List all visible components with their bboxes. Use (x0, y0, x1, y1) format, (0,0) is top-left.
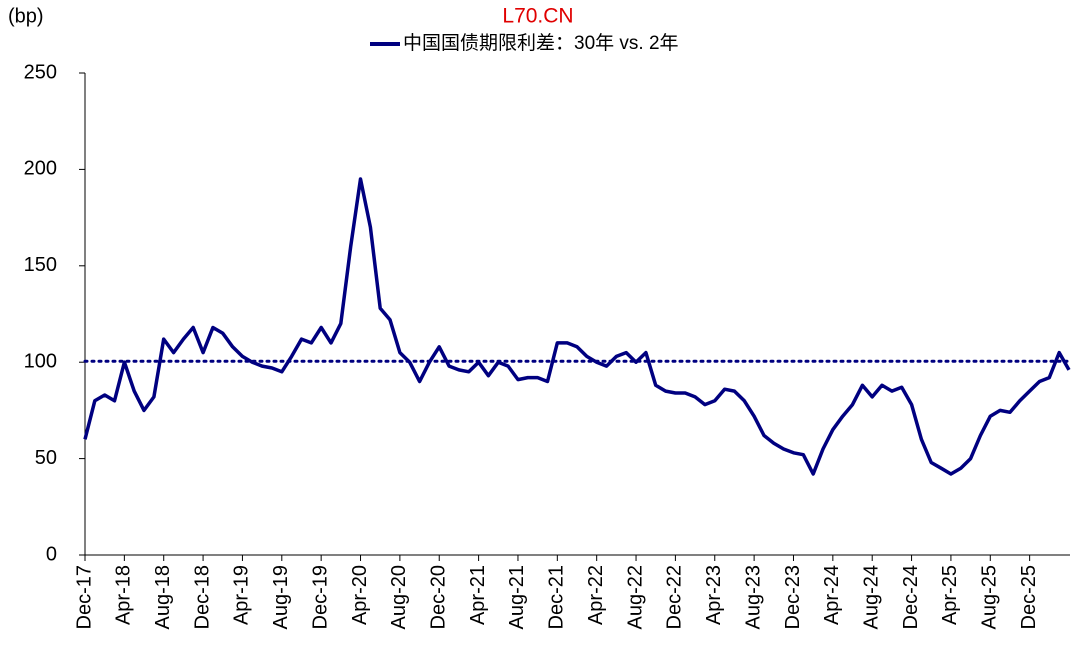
x-tick-label: Apr-18 (113, 565, 135, 625)
y-tick-label: 100 (24, 350, 57, 372)
y-axis-label: (bp) (8, 5, 44, 27)
series-line (83, 177, 1071, 476)
x-tick-label: Dec-21 (546, 565, 568, 629)
x-tick-label: Aug-19 (270, 565, 292, 630)
y-tick-label: 150 (24, 254, 57, 276)
x-tick-label: Dec-24 (900, 565, 922, 629)
x-tick-label: Aug-20 (388, 565, 410, 630)
x-tick-label: Dec-20 (428, 565, 450, 629)
x-tick-label: Dec-23 (782, 565, 804, 629)
x-tick-label: Apr-24 (821, 565, 843, 625)
x-tick-label: Dec-19 (309, 565, 331, 629)
x-tick-label: Aug-21 (506, 565, 528, 630)
y-tick-label: 0 (46, 543, 57, 565)
y-tick-label: 50 (35, 447, 57, 469)
x-tick-label: Aug-23 (742, 565, 764, 630)
x-tick-label: Apr-22 (585, 565, 607, 625)
x-tick-label: Apr-23 (703, 565, 725, 625)
x-tick-label: Aug-24 (860, 565, 882, 630)
x-tick-label: Apr-19 (231, 565, 253, 625)
x-tick-label: Apr-20 (349, 565, 371, 625)
x-tick-label: Aug-25 (979, 565, 1001, 630)
legend-label: 中国国债期限利差：30年 vs. 2年 (403, 32, 679, 54)
watermark: L70.CN (502, 5, 573, 28)
x-tick-label: Aug-22 (624, 565, 646, 630)
x-tick-label: Dec-25 (1018, 565, 1040, 629)
y-tick-label: 250 (24, 61, 57, 83)
x-tick-label: Apr-21 (467, 565, 489, 625)
x-tick-label: Dec-17 (73, 565, 95, 629)
x-tick-label: Aug-18 (152, 565, 174, 630)
x-tick-label: Dec-18 (191, 565, 213, 629)
x-tick-label: Dec-22 (664, 565, 686, 629)
y-tick-label: 200 (24, 158, 57, 180)
x-tick-label: Apr-25 (939, 565, 961, 625)
